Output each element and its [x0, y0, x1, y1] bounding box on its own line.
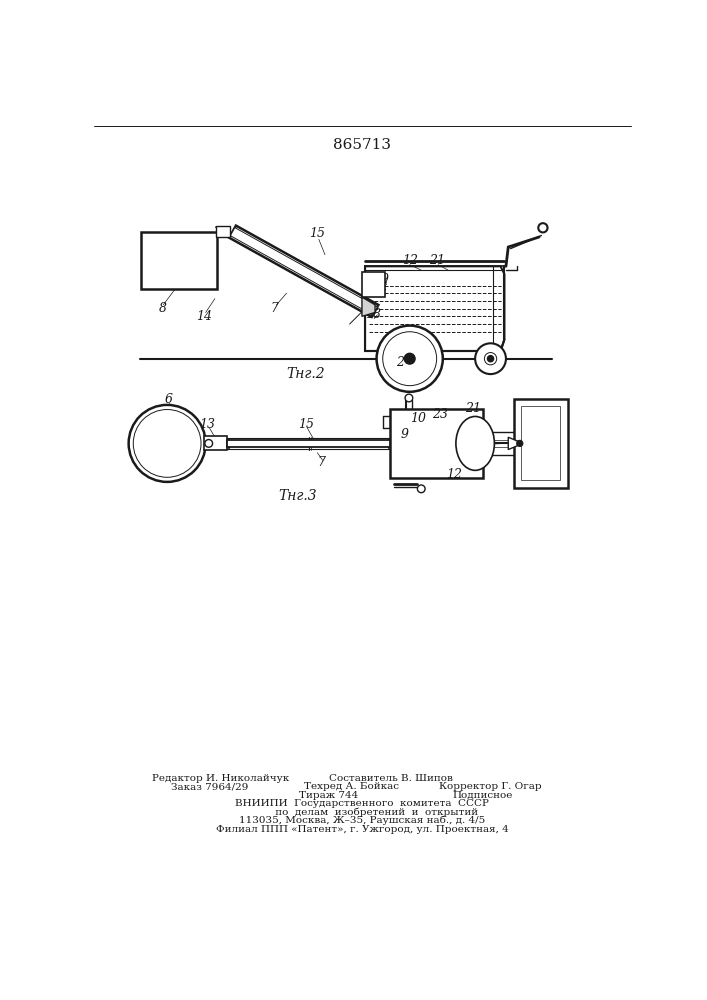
Polygon shape — [362, 272, 385, 297]
Circle shape — [487, 356, 493, 362]
Text: 113035, Москва, Ж–35, Раушская наб., д. 4/5: 113035, Москва, Ж–35, Раушская наб., д. … — [239, 816, 485, 825]
Polygon shape — [204, 436, 227, 450]
Circle shape — [484, 353, 497, 365]
Circle shape — [133, 410, 201, 477]
Text: Техред А. Бойкас: Техред А. Бойкас — [305, 782, 399, 791]
Text: 10: 10 — [410, 412, 426, 425]
Text: 12: 12 — [446, 468, 462, 481]
Text: 21: 21 — [464, 402, 481, 415]
Polygon shape — [365, 266, 504, 351]
Circle shape — [129, 405, 206, 482]
Text: Τнг.2: Τнг.2 — [286, 367, 325, 381]
Text: Филиал ППП «Патент», г. Ужгород, ул. Проектная, 4: Филиал ППП «Патент», г. Ужгород, ул. Про… — [216, 825, 508, 834]
Text: Тираж 744: Тираж 744 — [299, 791, 358, 800]
Text: 8: 8 — [159, 302, 168, 315]
Text: 7: 7 — [271, 302, 279, 315]
Ellipse shape — [456, 416, 494, 470]
Text: 865713: 865713 — [333, 138, 391, 152]
Text: Редактор И. Николайчук: Редактор И. Николайчук — [153, 774, 290, 783]
Text: 13: 13 — [199, 418, 215, 431]
Text: 15: 15 — [298, 418, 314, 431]
Text: Корректор Г. Огар: Корректор Г. Огар — [439, 782, 542, 791]
Circle shape — [538, 223, 547, 232]
Polygon shape — [521, 406, 560, 480]
Text: 9: 9 — [381, 273, 389, 286]
Text: 15: 15 — [309, 227, 325, 240]
Polygon shape — [229, 226, 378, 317]
Polygon shape — [230, 228, 378, 315]
Polygon shape — [227, 440, 390, 447]
Text: 9: 9 — [400, 428, 409, 441]
Text: ВНИИПИ  Государственного  комитета  СССР: ВНИИПИ Государственного комитета СССР — [235, 799, 489, 808]
Circle shape — [382, 332, 437, 386]
Polygon shape — [216, 226, 230, 237]
Text: 14: 14 — [196, 310, 212, 323]
Text: 12: 12 — [402, 254, 418, 267]
Text: Τнг.3: Τнг.3 — [279, 489, 317, 503]
Text: по  делам  изобретений  и  открытий: по делам изобретений и открытий — [246, 807, 478, 817]
Circle shape — [404, 353, 415, 364]
Text: 18: 18 — [365, 308, 381, 321]
Circle shape — [517, 440, 523, 446]
Circle shape — [377, 326, 443, 392]
Text: Заказ 7964/29: Заказ 7964/29 — [171, 782, 248, 791]
Text: 6: 6 — [165, 393, 173, 406]
Text: Составитель В. Шипов: Составитель В. Шипов — [329, 774, 452, 783]
Polygon shape — [508, 437, 518, 450]
Text: 23: 23 — [433, 408, 448, 421]
Polygon shape — [514, 399, 568, 488]
Circle shape — [405, 394, 413, 402]
Circle shape — [205, 440, 213, 447]
Text: Подписное: Подписное — [452, 791, 513, 800]
Circle shape — [417, 485, 425, 493]
Text: 7: 7 — [317, 456, 325, 469]
Text: 21: 21 — [428, 254, 445, 267]
Polygon shape — [390, 409, 483, 478]
Polygon shape — [141, 232, 217, 289]
Polygon shape — [362, 297, 375, 316]
Circle shape — [475, 343, 506, 374]
Text: 2: 2 — [397, 356, 404, 369]
